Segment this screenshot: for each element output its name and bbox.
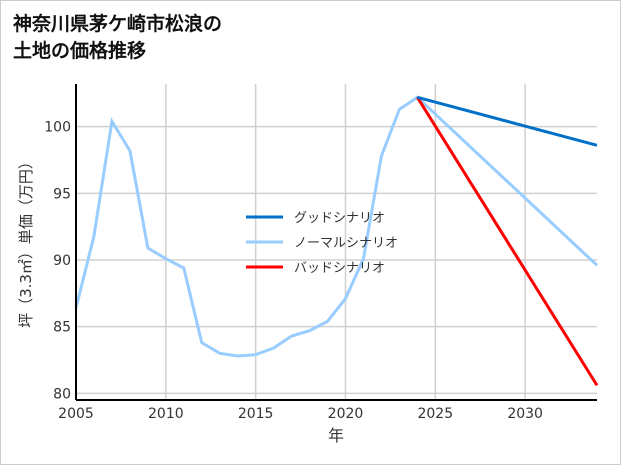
x-axis-label: 年 xyxy=(328,426,344,445)
y-tick-label: 85 xyxy=(53,320,71,336)
chart-title: 神奈川県茅ケ崎市松浪の 土地の価格推移 xyxy=(13,11,222,65)
series-line-0 xyxy=(416,95,598,147)
x-tick-label: 2030 xyxy=(507,406,543,422)
title-line-1: 神奈川県茅ケ崎市松浪の xyxy=(13,13,223,35)
x-tick-label: 2015 xyxy=(238,406,274,422)
series-line-2 xyxy=(416,96,599,387)
legend-label: グッドシナリオ xyxy=(294,211,385,226)
y-axis-label: 坪（3.3㎡）単価（万円） xyxy=(17,154,35,328)
x-tick-label: 2020 xyxy=(328,406,364,422)
x-tick-label: 2025 xyxy=(417,406,453,422)
x-tick-label: 2005 xyxy=(58,406,94,422)
legend-label: ノーマルシナリオ xyxy=(294,236,398,251)
series-line-1 xyxy=(74,95,599,358)
y-tick-label: 90 xyxy=(53,253,71,269)
title-line-2: 土地の価格推移 xyxy=(13,40,147,62)
x-tick-label: 2010 xyxy=(148,406,184,422)
legend-label: バッドシナリオ xyxy=(294,261,385,276)
y-tick-label: 80 xyxy=(53,386,71,402)
y-tick-label: 100 xyxy=(44,120,71,136)
y-tick-label: 95 xyxy=(53,186,71,202)
